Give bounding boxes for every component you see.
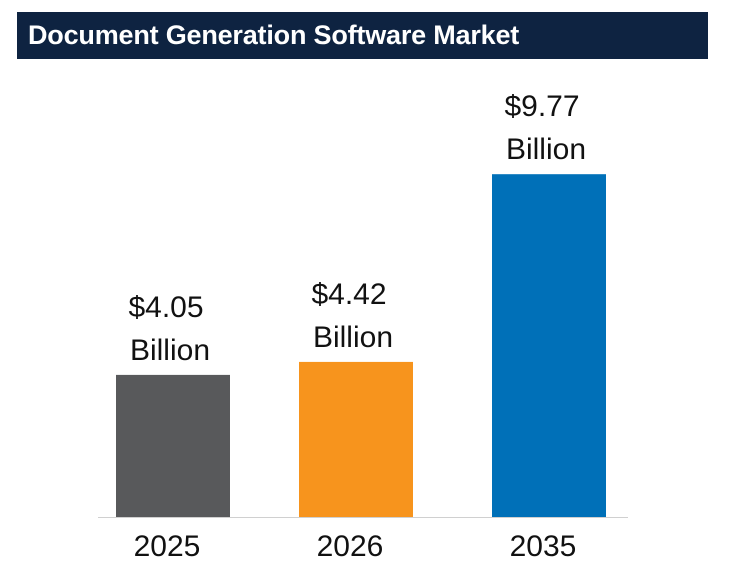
x-tick-label-2035: 2035 [510,530,577,563]
value-label-unit-2025: Billion [130,334,210,367]
value-label-amount-2025: $4.05 [128,291,203,324]
x-tick-labels-group: 2025 2026 2035 [134,530,577,563]
value-label-amount-2026: $4.42 [311,278,386,311]
bar-2025 [116,374,230,517]
bars-group [116,174,606,517]
value-label-amount-2035: $9.77 [504,90,579,123]
bar-2035 [492,174,606,517]
x-tick-label-2025: 2025 [134,530,201,563]
chart-title-bar: Document Generation Software Market [17,12,708,59]
bar-2026 [299,361,413,517]
value-label-unit-2026: Billion [313,321,393,354]
value-labels-group: $4.05 Billion $4.42 Billion $9.77 Billion [128,90,586,367]
x-tick-label-2026: 2026 [317,530,384,563]
chart-title: Document Generation Software Market [28,20,520,50]
value-label-unit-2035: Billion [506,133,586,166]
